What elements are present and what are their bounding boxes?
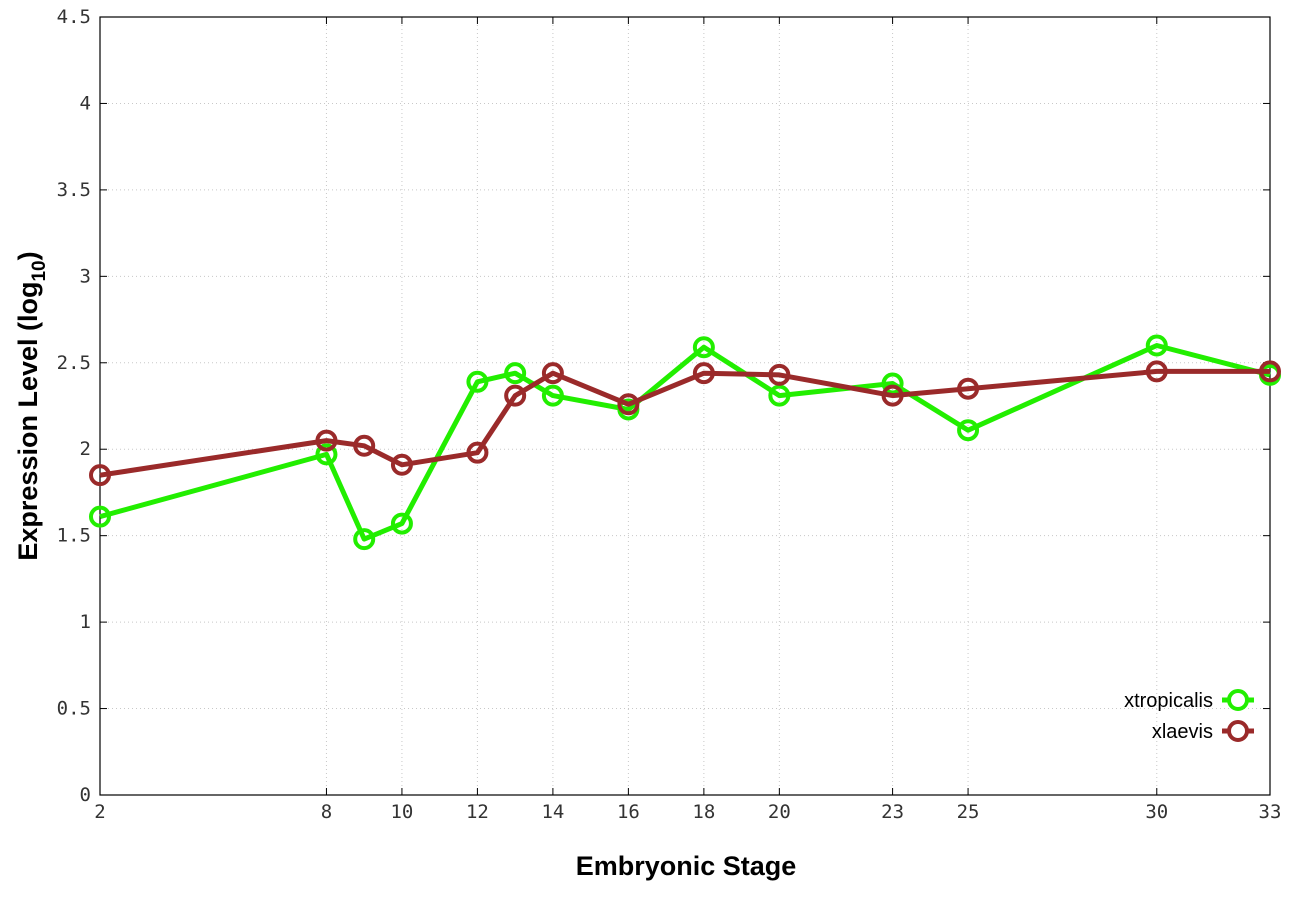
data-point xyxy=(768,363,791,386)
data-point xyxy=(541,384,564,407)
x-tick-label: 16 xyxy=(617,801,640,823)
data-point xyxy=(504,384,527,407)
legend-label: xtropicalis xyxy=(1124,690,1213,712)
y-tick-label: 3.5 xyxy=(57,179,91,201)
data-point xyxy=(390,512,413,535)
x-tick-labels: 2 8 10 12 14 16 18 20 23 25 30 33 xyxy=(94,801,1281,823)
data-point xyxy=(541,362,564,385)
x-tick-label: 25 xyxy=(957,801,980,823)
series-line xyxy=(99,343,1271,542)
x-tick-label: 23 xyxy=(881,801,904,823)
data-point xyxy=(89,505,111,528)
data-point xyxy=(692,336,715,359)
data-point xyxy=(957,377,980,400)
legend-label: xlaevis xyxy=(1152,721,1213,743)
y-tick-label: 2 xyxy=(80,438,91,460)
y-tick-label: 2.5 xyxy=(57,352,91,374)
data-point xyxy=(89,464,111,487)
x-tick-label: 30 xyxy=(1145,801,1168,823)
x-axis-title: Embryonic Stage xyxy=(576,851,797,881)
data-point xyxy=(353,528,376,551)
x-tick-label: 33 xyxy=(1259,801,1282,823)
data-point xyxy=(692,362,715,385)
data-point xyxy=(617,393,640,416)
data-point xyxy=(390,453,413,476)
data-point xyxy=(466,441,489,464)
legend-marker xyxy=(1227,720,1249,742)
data-point xyxy=(957,419,980,442)
data-point xyxy=(315,429,338,452)
legend-marker xyxy=(1227,689,1249,711)
y-axis-title-close: ) xyxy=(13,251,43,260)
data-point xyxy=(881,372,904,395)
legend: xtropicalis xlaevis xyxy=(1124,689,1254,743)
data-point xyxy=(1145,334,1168,357)
legend-entry: xtropicalis xyxy=(1124,689,1254,712)
x-tick-label: 2 xyxy=(94,801,105,823)
data-point xyxy=(466,370,489,393)
grid xyxy=(100,17,1270,795)
series-xlaevis xyxy=(89,360,1281,487)
data-point xyxy=(768,384,791,407)
y-tick-label: 1 xyxy=(80,611,91,633)
data-point xyxy=(504,362,527,385)
data-point xyxy=(881,384,904,407)
y-tick-label: 4 xyxy=(80,92,91,114)
series-xtropicalis xyxy=(89,334,1281,551)
y-axis-title-main: Expression Level (log xyxy=(13,282,43,561)
y-tick-label: 1.5 xyxy=(57,525,91,547)
y-tick-label: 0.5 xyxy=(57,698,91,720)
y-axis-title: Expression Level (log10) xyxy=(13,251,50,560)
data-point xyxy=(1145,360,1168,383)
legend-entry: xlaevis xyxy=(1152,720,1254,743)
y-tick-label: 0 xyxy=(80,784,91,806)
data-point xyxy=(1259,360,1281,383)
plot-frame xyxy=(99,16,1271,796)
data-point xyxy=(353,434,376,457)
data-point xyxy=(315,443,338,466)
series-line xyxy=(99,368,1270,478)
x-tick-label: 12 xyxy=(466,801,489,823)
axis-ticks xyxy=(99,16,1271,796)
x-tick-label: 14 xyxy=(541,801,564,823)
y-axis-title-subscript: 10 xyxy=(29,260,50,281)
x-tick-label: 20 xyxy=(768,801,791,823)
x-tick-label: 10 xyxy=(390,801,413,823)
y-tick-label: 3 xyxy=(80,265,91,287)
x-tick-label: 8 xyxy=(321,801,332,823)
y-tick-labels: 0 0.5 1 1.5 2 2.5 3 3.5 4 4.5 xyxy=(57,6,91,806)
series xyxy=(89,334,1281,551)
y-tick-label: 4.5 xyxy=(57,6,91,28)
x-tick-label: 18 xyxy=(692,801,715,823)
